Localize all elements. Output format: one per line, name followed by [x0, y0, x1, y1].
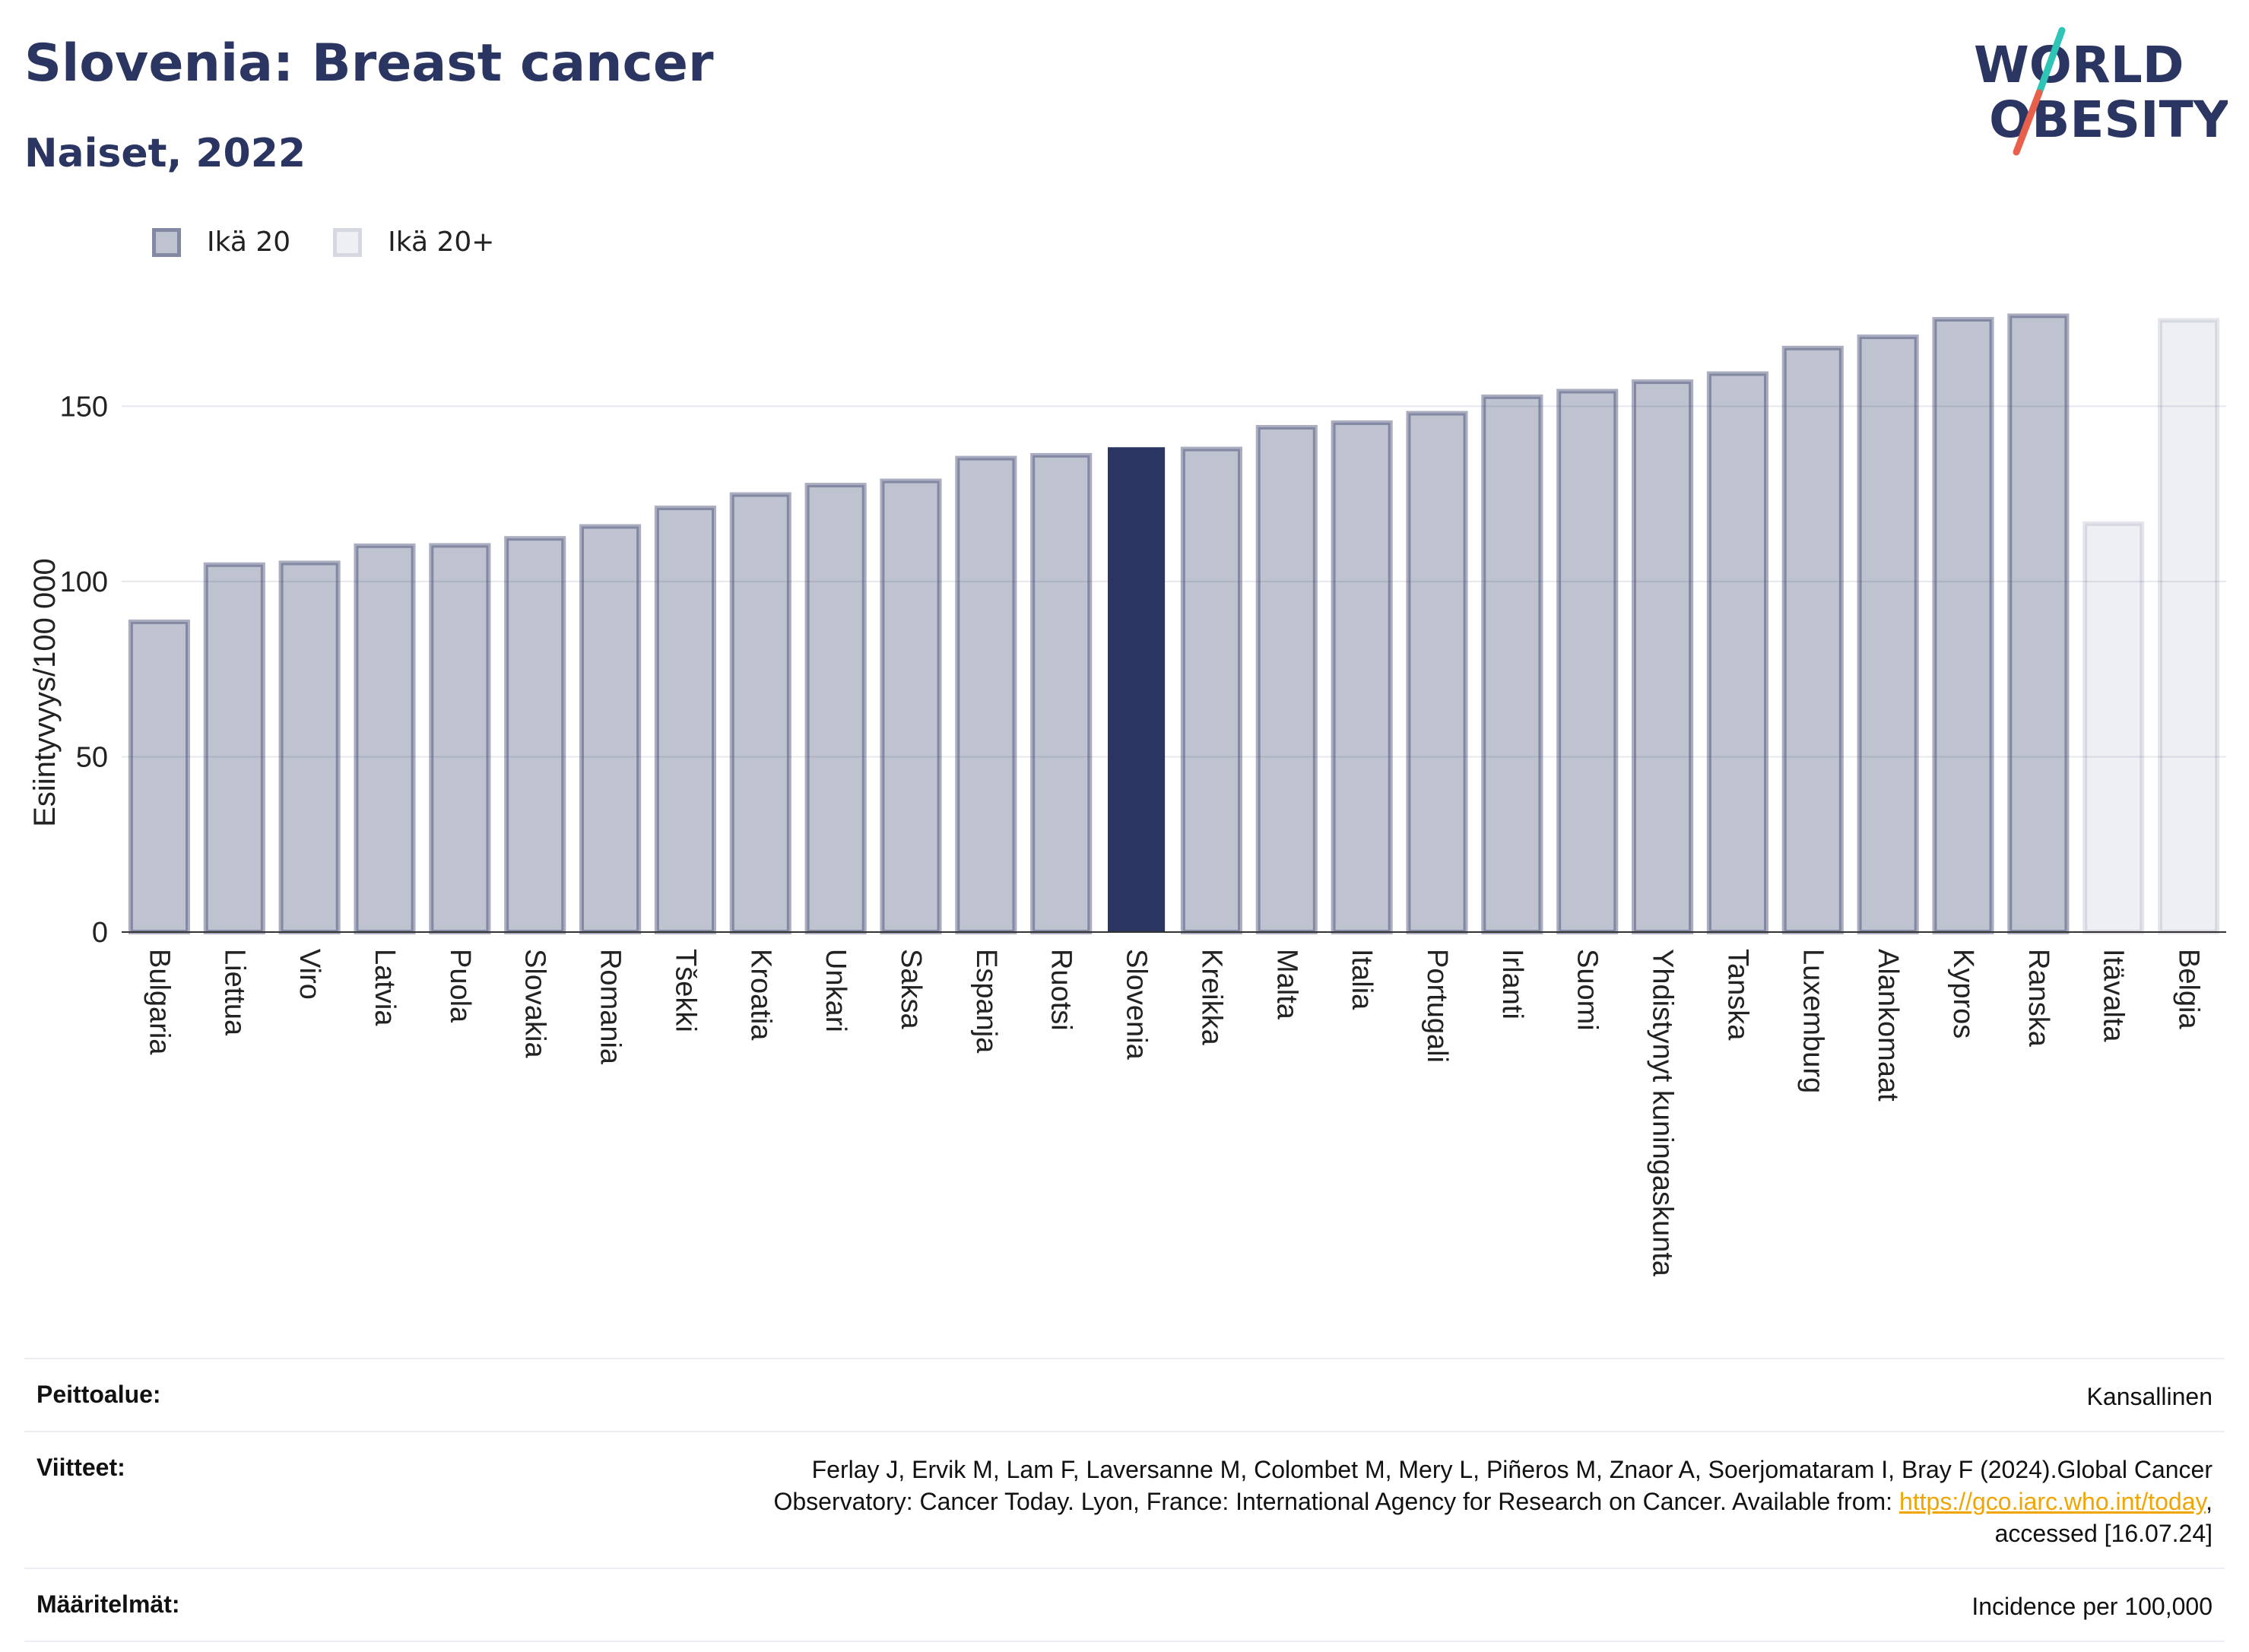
bar-alankomaat[interactable] — [1857, 335, 1919, 935]
x-tick-label: Tšekki — [669, 949, 701, 1032]
x-tick-label: Saksa — [895, 949, 927, 1029]
bar-liettua[interactable] — [203, 562, 265, 934]
footer-row-references: Viitteet: Ferlay J, Ervik M, Lam F, Lave… — [24, 1431, 2225, 1568]
bar-ranska[interactable] — [2007, 313, 2070, 935]
y-tick-label: 150 — [60, 391, 108, 423]
legend-label-ika-20: Ikä 20 — [207, 227, 291, 258]
grid-lines — [122, 405, 2226, 758]
bar-slovakia[interactable] — [504, 536, 566, 934]
x-tick-label: Tanska — [1721, 949, 1753, 1041]
chart-legend: Ikä 20 Ikä 20+ — [152, 227, 537, 258]
x-tick-label: Bulgaria — [143, 949, 175, 1055]
x-tick-label: Alankomaat — [1872, 949, 1904, 1102]
bar-espanja[interactable] — [955, 455, 1017, 935]
references-value: Ferlay J, Ervik M, Lam F, Laversanne M, … — [773, 1454, 2213, 1549]
bar-bulgaria[interactable] — [128, 619, 190, 934]
bar-italia[interactable] — [1331, 420, 1393, 934]
page-subtitle: Naiset, 2022 — [24, 131, 306, 176]
bar-itävalta[interactable] — [2082, 521, 2145, 934]
bar-ruotsi[interactable] — [1030, 452, 1093, 934]
y-axis-label: Esiintyvyys/100 000 — [28, 558, 62, 827]
x-tick-label: Slovenia — [1121, 949, 1153, 1061]
logo-slash-teal — [2035, 27, 2066, 97]
bar-unkari[interactable] — [804, 483, 867, 935]
bar-tanska[interactable] — [1706, 371, 1768, 934]
bar-slovenia[interactable] — [1108, 447, 1166, 932]
x-tick-label: Italia — [1346, 949, 1378, 1010]
coverage-value: Kansallinen — [2086, 1383, 2213, 1410]
y-tick-label: 50 — [76, 741, 108, 773]
footer-row-coverage: Peittoalue: Kansallinen — [24, 1358, 2225, 1431]
x-tick-label: Kroatia — [744, 949, 776, 1041]
x-tick-label: Suomi — [1572, 949, 1603, 1031]
references-line3: accessed [16.07.24] — [1994, 1520, 2213, 1547]
bar-belgia[interactable] — [2158, 318, 2220, 935]
bar-chart: 0 50 100 150 Bulgaria Liettua Viro Latvia Puola… — [28, 313, 2226, 1277]
x-tick-label: Luxemburg — [1797, 949, 1829, 1093]
x-tick-label: Liettua — [218, 949, 250, 1036]
bar-latvia[interactable] — [354, 543, 416, 934]
x-tick-label: Puola — [444, 949, 476, 1023]
bar-portugali[interactable] — [1406, 411, 1468, 935]
x-tick-label: Itävalta — [2098, 949, 2130, 1042]
logo-word-obesity: OBESITY — [1989, 90, 2228, 149]
x-tick-label: Ranska — [2022, 949, 2054, 1048]
chart-footer: Peittoalue: Kansallinen Viitteet: Ferlay… — [24, 1358, 2225, 1642]
references-line2: Observatory: Cancer Today. Lyon, France:… — [773, 1488, 1899, 1515]
x-tick-label: Yhdistynyt kuningaskunta — [1647, 949, 1679, 1277]
bar-yhdistynyt-kuningaskunta[interactable] — [1632, 379, 1694, 935]
definitions-label: Määritelmät: — [36, 1590, 180, 1618]
world-obesity-logo: WORLD OBESITY — [1974, 27, 2228, 156]
references-line1: Ferlay J, Ervik M, Lam F, Laversanne M, … — [811, 1456, 2213, 1483]
x-tick-label: Kreikka — [1195, 949, 1227, 1046]
bar-irlanti[interactable] — [1481, 394, 1543, 934]
bar-malta[interactable] — [1255, 425, 1318, 934]
y-tick-label: 0 — [92, 917, 108, 949]
references-line2-end: , — [2206, 1488, 2213, 1515]
references-label: Viitteet: — [36, 1454, 125, 1481]
y-tick-label: 100 — [60, 566, 108, 598]
logo-word-world: WORLD — [1974, 36, 2184, 94]
legend-item-ika-20-plus[interactable]: Ikä 20+ — [333, 227, 494, 258]
x-tick-label: Belgia — [2173, 949, 2205, 1029]
x-tick-label: Slovakia — [519, 949, 551, 1058]
bar-puola[interactable] — [429, 543, 491, 934]
x-tick-label: Malta — [1270, 949, 1302, 1020]
page-title: Slovenia: Breast cancer — [24, 33, 714, 94]
x-tick-label: Espanja — [970, 949, 1002, 1054]
x-tick-labels: Bulgaria Liettua Viro Latvia Puola Slovakia Ro… — [143, 949, 2204, 1277]
bars — [128, 313, 2220, 935]
x-tick-label: Kypros — [1947, 949, 1979, 1038]
bar-luxemburg[interactable] — [1781, 345, 1844, 935]
bar-kreikka[interactable] — [1180, 446, 1242, 935]
x-tick-label: Latvia — [369, 949, 401, 1026]
bar-romania[interactable] — [579, 524, 642, 934]
x-tick-label: Viro — [293, 949, 325, 1000]
coverage-label: Peittoalue: — [36, 1381, 161, 1408]
legend-item-ika-20[interactable]: Ikä 20 — [152, 227, 290, 258]
references-link[interactable]: https://gco.iarc.who.int/today — [1898, 1488, 2206, 1515]
bar-viro[interactable] — [278, 560, 341, 934]
logo-slash-coral — [2013, 89, 2043, 156]
bar-kypros[interactable] — [1932, 316, 1994, 934]
x-tick-label: Portugali — [1421, 949, 1453, 1063]
x-tick-label: Ruotsi — [1045, 949, 1077, 1031]
bar-saksa[interactable] — [880, 478, 942, 935]
bar-tšekki[interactable] — [654, 506, 716, 934]
legend-swatch-ika-20-plus — [333, 227, 363, 257]
y-tick-labels: 0 50 100 150 — [60, 391, 108, 949]
footer-row-definitions: Määritelmät: Incidence per 100,000 — [24, 1568, 2225, 1642]
definitions-value: Incidence per 100,000 — [1971, 1593, 2213, 1620]
legend-swatch-ika-20 — [152, 227, 181, 257]
bar-suomi[interactable] — [1556, 388, 1619, 934]
x-tick-label: Romania — [595, 949, 626, 1065]
legend-label-ika-20-plus: Ikä 20+ — [388, 227, 495, 258]
bar-kroatia[interactable] — [729, 492, 791, 934]
x-tick-label: Unkari — [820, 949, 852, 1032]
x-tick-label: Irlanti — [1496, 949, 1528, 1019]
